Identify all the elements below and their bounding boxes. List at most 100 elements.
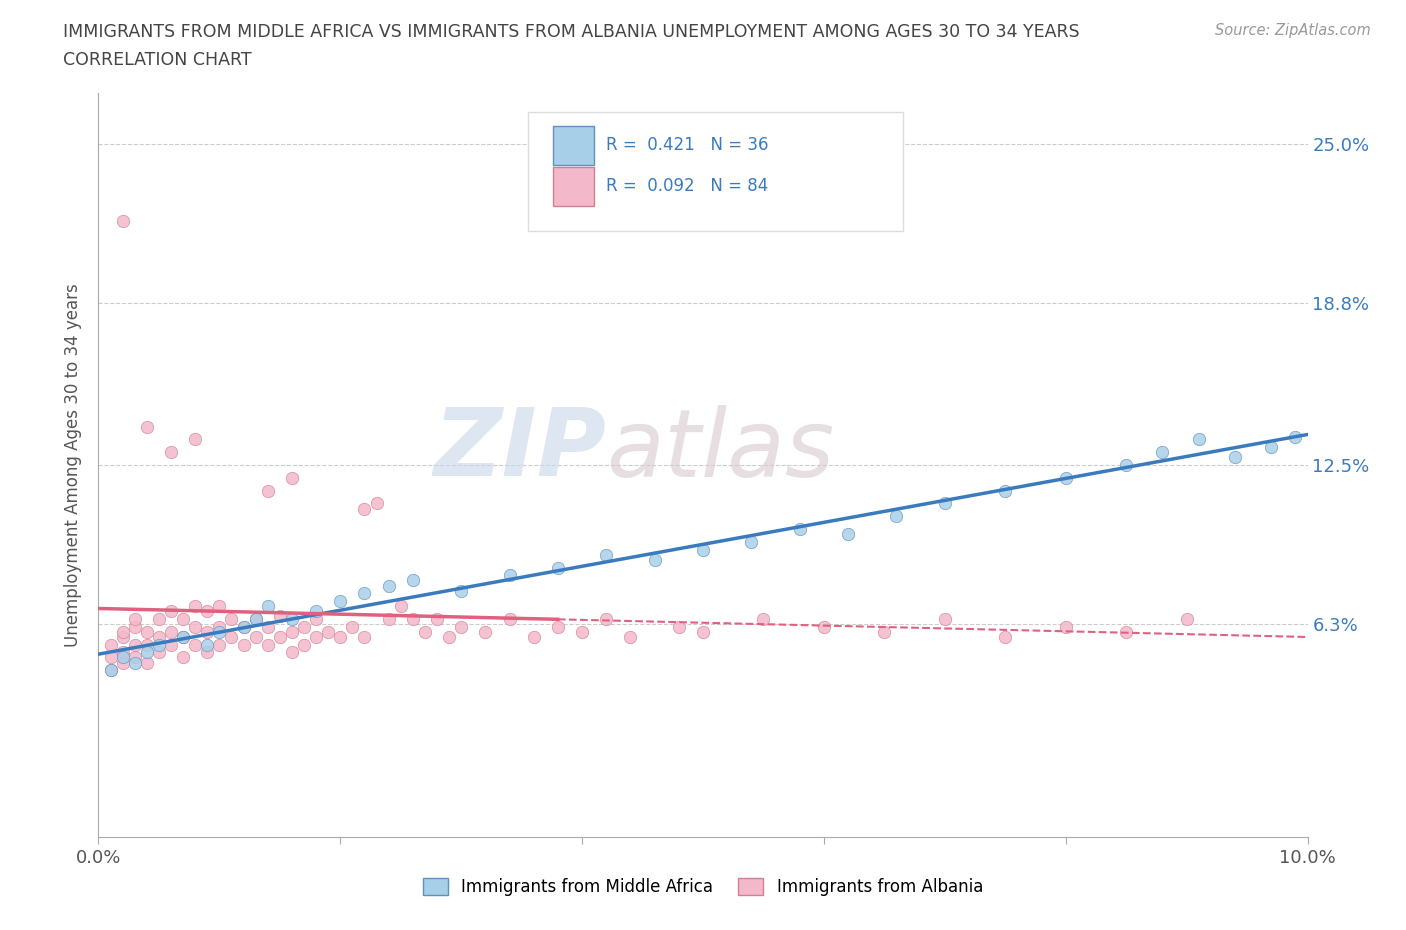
Point xyxy=(426,612,449,627)
Point xyxy=(148,630,170,644)
Text: atlas: atlas xyxy=(606,405,835,496)
Point xyxy=(366,496,388,511)
Point xyxy=(292,619,315,634)
Point xyxy=(195,604,218,618)
Point xyxy=(195,637,218,652)
Point xyxy=(571,624,593,639)
Point xyxy=(148,644,170,659)
Point xyxy=(245,612,267,627)
Point xyxy=(160,637,183,652)
Point xyxy=(184,599,207,614)
Point xyxy=(342,619,364,634)
Point xyxy=(111,655,134,670)
Point xyxy=(1284,430,1306,445)
Point xyxy=(111,624,134,639)
Point xyxy=(100,650,122,665)
Point xyxy=(644,552,666,567)
Point xyxy=(111,650,134,665)
Point xyxy=(148,612,170,627)
Point xyxy=(124,655,146,670)
Point xyxy=(498,568,520,583)
Point xyxy=(1115,624,1137,639)
Point xyxy=(208,624,231,639)
Point xyxy=(789,522,811,537)
Point xyxy=(305,604,328,618)
Point xyxy=(873,624,896,639)
Point xyxy=(160,445,183,459)
FancyBboxPatch shape xyxy=(553,167,595,206)
Point xyxy=(184,619,207,634)
Point xyxy=(245,630,267,644)
Point xyxy=(281,612,304,627)
Point xyxy=(813,619,835,634)
Point xyxy=(208,619,231,634)
Point xyxy=(111,630,134,644)
Point xyxy=(245,612,267,627)
Point xyxy=(450,619,472,634)
Point xyxy=(1054,471,1077,485)
Point xyxy=(1188,432,1211,446)
Point xyxy=(100,637,122,652)
Y-axis label: Unemployment Among Ages 30 to 34 years: Unemployment Among Ages 30 to 34 years xyxy=(65,283,83,647)
Point xyxy=(353,630,375,644)
Point xyxy=(377,612,399,627)
Point xyxy=(619,630,641,644)
Point xyxy=(692,624,714,639)
Point xyxy=(329,630,352,644)
Point xyxy=(523,630,546,644)
Point xyxy=(172,650,194,665)
Point xyxy=(256,484,278,498)
Point xyxy=(124,612,146,627)
Point xyxy=(1115,458,1137,472)
Point xyxy=(595,548,617,563)
Point xyxy=(305,630,328,644)
FancyBboxPatch shape xyxy=(553,126,595,166)
Point xyxy=(402,573,425,588)
Point xyxy=(160,624,183,639)
Point xyxy=(595,612,617,627)
Point xyxy=(208,637,231,652)
Point xyxy=(111,214,134,229)
Point xyxy=(1054,619,1077,634)
Point xyxy=(305,612,328,627)
Point xyxy=(377,578,399,593)
Point xyxy=(256,599,278,614)
Point xyxy=(740,535,762,550)
Point xyxy=(208,599,231,614)
Point xyxy=(195,644,218,659)
Point xyxy=(413,624,436,639)
Point xyxy=(437,630,460,644)
Point xyxy=(329,593,352,608)
Point xyxy=(184,432,207,446)
Point xyxy=(195,624,218,639)
Point xyxy=(232,637,254,652)
Point xyxy=(281,471,304,485)
Point xyxy=(100,663,122,678)
Legend: Immigrants from Middle Africa, Immigrants from Albania: Immigrants from Middle Africa, Immigrant… xyxy=(416,871,990,903)
Point xyxy=(221,630,243,644)
Point xyxy=(232,619,254,634)
Text: R =  0.421   N = 36: R = 0.421 N = 36 xyxy=(606,136,769,154)
Point xyxy=(292,637,315,652)
Point xyxy=(547,560,569,575)
FancyBboxPatch shape xyxy=(527,112,903,231)
Point xyxy=(886,509,908,524)
Point xyxy=(450,583,472,598)
Point xyxy=(232,619,254,634)
Point xyxy=(402,612,425,627)
Text: CORRELATION CHART: CORRELATION CHART xyxy=(63,51,252,69)
Point xyxy=(148,637,170,652)
Point xyxy=(1175,612,1198,627)
Point xyxy=(389,599,412,614)
Point xyxy=(184,637,207,652)
Point xyxy=(474,624,496,639)
Point xyxy=(934,612,956,627)
Point xyxy=(269,630,291,644)
Point xyxy=(668,619,690,634)
Point xyxy=(135,624,157,639)
Point xyxy=(281,644,304,659)
Text: R =  0.092   N = 84: R = 0.092 N = 84 xyxy=(606,177,769,195)
Point xyxy=(353,586,375,601)
Point xyxy=(100,663,122,678)
Point xyxy=(281,624,304,639)
